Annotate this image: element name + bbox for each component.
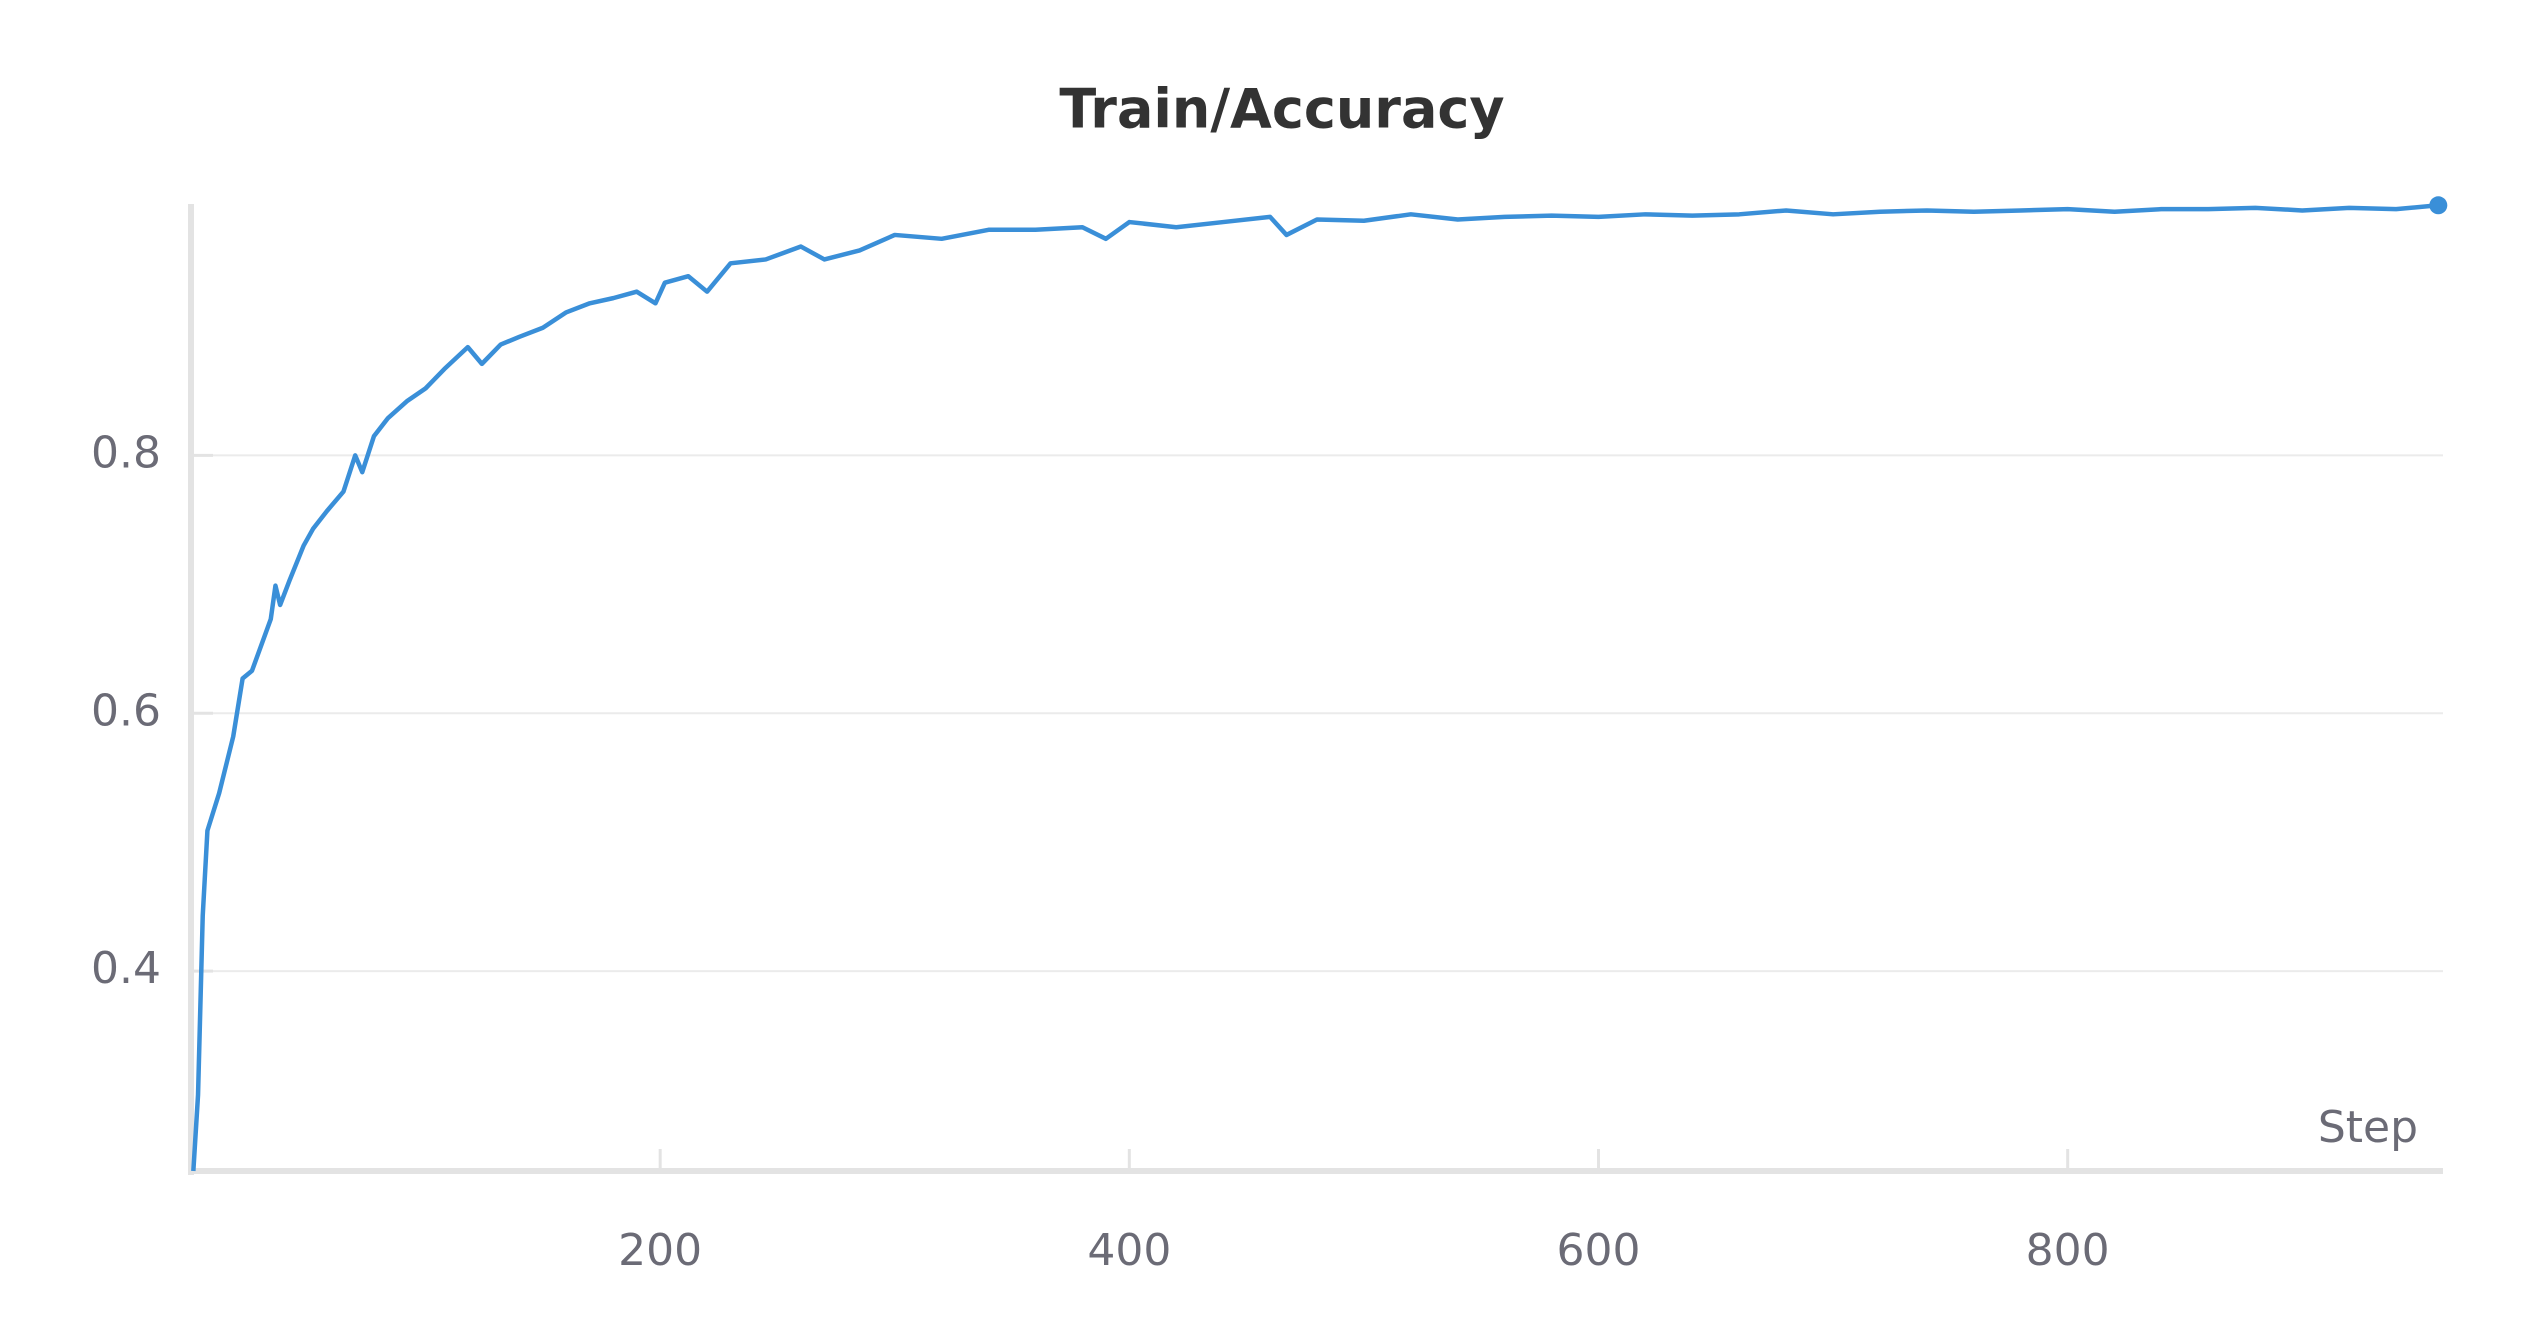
end-point — [2429, 196, 2448, 215]
chart-title: Train/Accuracy — [1059, 78, 1504, 141]
y-tick-label: 0.8 — [91, 427, 161, 478]
y-tick-label: 0.4 — [91, 943, 161, 994]
x-tick-label: 200 — [618, 1225, 702, 1276]
y-tick-label: 0.6 — [91, 685, 161, 736]
x-axis-label: Step — [2318, 1102, 2418, 1153]
line — [191, 203, 2439, 1172]
x-tick-label: 600 — [1557, 1225, 1641, 1276]
x-tick-label: 400 — [1087, 1225, 1171, 1276]
x-tick-label: 800 — [2026, 1225, 2110, 1276]
